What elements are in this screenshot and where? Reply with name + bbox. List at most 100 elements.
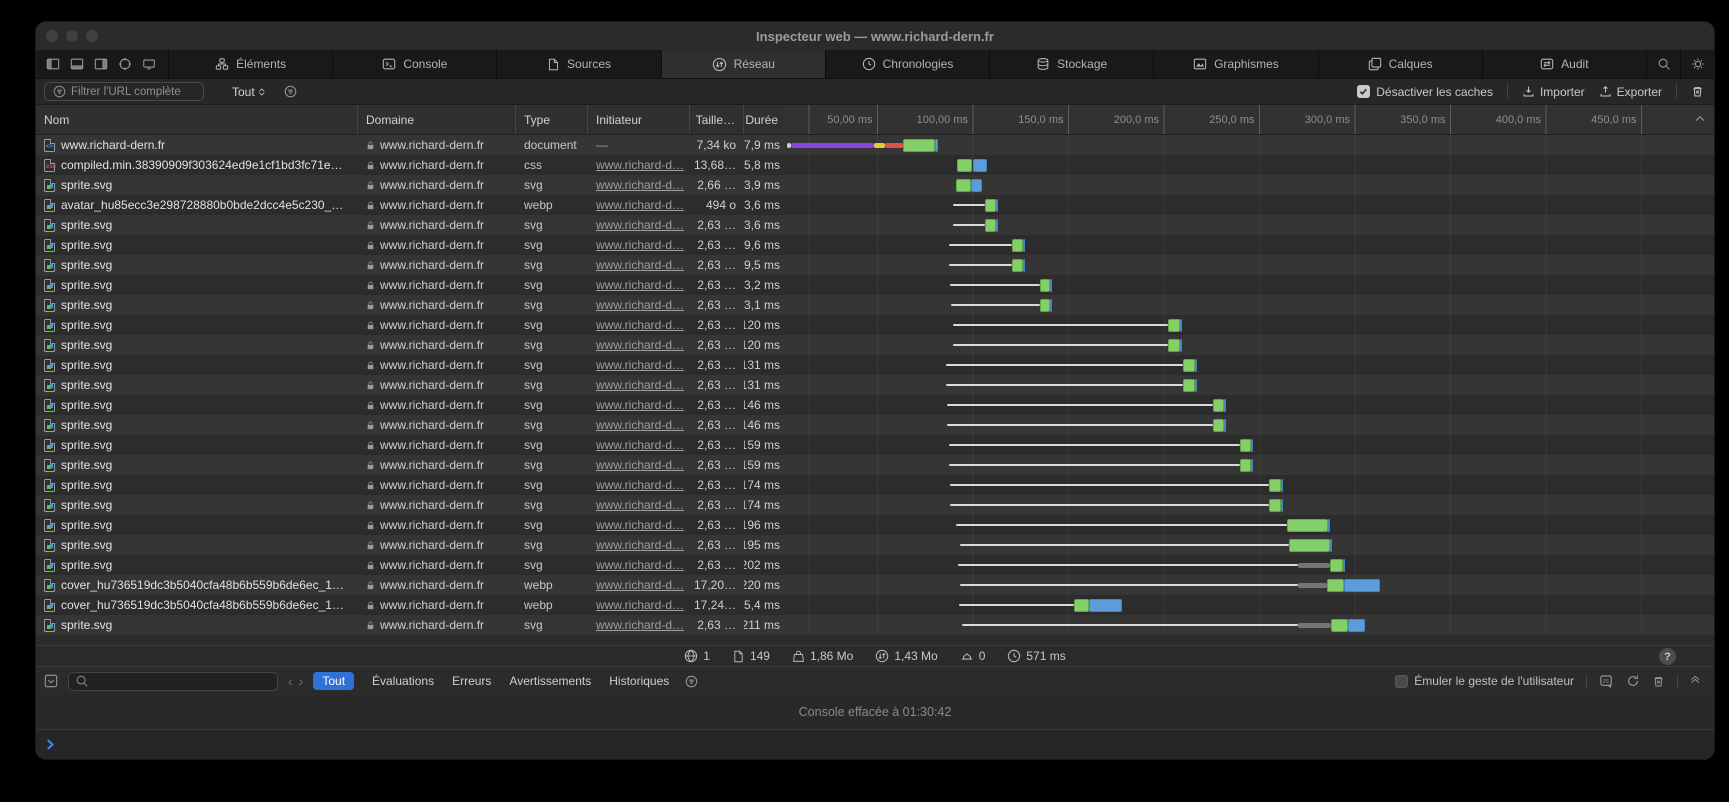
table-row[interactable]: sprite.svg www.richard-dern.fr svg www.rich… xyxy=(36,255,1714,275)
table-row[interactable]: sprite.svg www.richard-dern.fr svg www.rich… xyxy=(36,375,1714,395)
console-scope-avertissements[interactable]: Avertissements xyxy=(509,674,592,688)
table-row[interactable]: sprite.svg www.richard-dern.fr svg www.rich… xyxy=(36,435,1714,455)
table-row[interactable]: sprite.svg www.richard-dern.fr svg www.rich… xyxy=(36,235,1714,255)
table-row[interactable]: sprite.svg www.richard-dern.fr svg www.rich… xyxy=(36,395,1714,415)
table-row[interactable]: sprite.svg www.richard-dern.fr svg www.rich… xyxy=(36,355,1714,375)
emulate-user-gesture-checkbox[interactable]: Émuler le geste de l'utilisateur xyxy=(1395,674,1574,688)
request-initiator[interactable]: www.richard-d… xyxy=(596,538,685,552)
search-icon[interactable] xyxy=(1646,50,1680,78)
zoom-window-button[interactable] xyxy=(86,30,98,42)
dock-left-icon[interactable] xyxy=(46,57,60,71)
table-row[interactable]: sprite.svg www.richard-dern.fr svg www.rich… xyxy=(36,175,1714,195)
request-initiator[interactable]: www.richard-d… xyxy=(596,258,685,272)
table-row[interactable]: sprite.svg www.richard-dern.fr svg www.rich… xyxy=(36,555,1714,575)
request-initiator[interactable]: www.richard-d… xyxy=(596,178,685,192)
tab-console[interactable]: Console xyxy=(332,50,496,78)
tab-elements[interactable]: Éléments xyxy=(168,50,332,78)
next-result-icon[interactable]: › xyxy=(298,673,304,689)
table-row[interactable]: sprite.svg www.richard-dern.fr svg www.rich… xyxy=(36,615,1714,635)
import-button[interactable]: Importer xyxy=(1522,85,1585,99)
request-initiator[interactable]: www.richard-d… xyxy=(596,618,685,632)
chevron-up-icon[interactable] xyxy=(1694,113,1706,125)
console-scope-tout[interactable]: Tout xyxy=(313,672,355,690)
tab-audit[interactable]: Audit xyxy=(1481,50,1646,78)
request-initiator[interactable]: www.richard-d… xyxy=(596,558,685,572)
column-header-initiator[interactable]: Initiateur xyxy=(588,105,690,134)
expand-console-icon[interactable] xyxy=(1690,675,1702,687)
request-initiator[interactable]: www.richard-d… xyxy=(596,358,685,372)
previous-result-icon[interactable]: ‹ xyxy=(288,673,293,689)
clear-console-trash-icon[interactable] xyxy=(1652,675,1665,688)
dock-right-icon[interactable] xyxy=(94,57,108,71)
tab-sources[interactable]: Sources xyxy=(496,50,660,78)
tab-stockage[interactable]: Stockage xyxy=(989,50,1153,78)
request-initiator[interactable]: www.richard-d… xyxy=(596,338,685,352)
help-button[interactable]: ? xyxy=(1659,648,1676,665)
table-row[interactable]: css compiled.min.38390909f303624ed9e1cf1b… xyxy=(36,155,1714,175)
table-row[interactable]: avatar_hu85ecc3e298728880b0bde2dcc4e5c23… xyxy=(36,195,1714,215)
table-row[interactable]: sprite.svg www.richard-dern.fr svg www.rich… xyxy=(36,335,1714,355)
table-row[interactable]: sprite.svg www.richard-dern.fr svg www.rich… xyxy=(36,315,1714,335)
column-header-domain[interactable]: Domaine xyxy=(358,105,516,134)
request-initiator[interactable]: www.richard-d… xyxy=(596,518,685,532)
table-row[interactable]: sprite.svg www.richard-dern.fr svg www.rich… xyxy=(36,455,1714,475)
refresh-icon[interactable] xyxy=(1626,674,1640,688)
console-prompt[interactable] xyxy=(36,730,1714,759)
request-initiator[interactable]: www.richard-d… xyxy=(596,398,685,412)
request-initiator[interactable]: www.richard-d… xyxy=(596,458,685,472)
table-row[interactable]: sprite.svg www.richard-dern.fr svg www.rich… xyxy=(36,515,1714,535)
inspect-element-icon[interactable] xyxy=(118,57,132,71)
table-row[interactable]: sprite.svg www.richard-dern.fr svg www.rich… xyxy=(36,495,1714,515)
column-header-type[interactable]: Type xyxy=(516,105,588,134)
table-row[interactable]: sprite.svg www.richard-dern.fr svg www.rich… xyxy=(36,295,1714,315)
column-header-size[interactable]: Taille… xyxy=(690,105,744,134)
clear-network-trash-icon[interactable] xyxy=(1691,85,1704,98)
table-row[interactable]: sprite.svg www.richard-dern.fr svg www.rich… xyxy=(36,535,1714,555)
table-row[interactable]: <> www.richard-dern.fr www.richard-dern.fr… xyxy=(36,135,1714,155)
console-scope-historiques[interactable]: Historiques xyxy=(609,674,670,688)
tab-calques[interactable]: Calques xyxy=(1317,50,1482,78)
export-button[interactable]: Exporter xyxy=(1599,85,1662,99)
column-header-duration[interactable]: Durée xyxy=(745,112,778,127)
filter-options-icon[interactable] xyxy=(284,85,297,98)
request-initiator[interactable]: www.richard-d… xyxy=(596,158,685,172)
disable-caches-checkbox[interactable]: Désactiver les caches xyxy=(1357,85,1493,99)
table-row[interactable]: sprite.svg www.richard-dern.fr svg www.rich… xyxy=(36,275,1714,295)
table-row[interactable]: sprite.svg www.richard-dern.fr svg www.rich… xyxy=(36,475,1714,495)
close-window-button[interactable] xyxy=(46,30,58,42)
request-initiator[interactable]: www.richard-d… xyxy=(596,578,685,592)
request-initiator[interactable]: www.richard-d… xyxy=(596,438,685,452)
console-scope-evaluations[interactable]: Évaluations xyxy=(372,674,435,688)
request-initiator[interactable]: www.richard-d… xyxy=(596,598,685,612)
request-initiator[interactable]: www.richard-d… xyxy=(596,278,685,292)
javascript-context-icon[interactable]: JS xyxy=(1599,674,1614,689)
table-row[interactable]: sprite.svg www.richard-dern.fr svg www.rich… xyxy=(36,415,1714,435)
tab-reseau[interactable]: Réseau xyxy=(660,50,825,78)
console-scope-erreurs[interactable]: Erreurs xyxy=(452,674,492,688)
collapse-console-icon[interactable] xyxy=(44,674,58,688)
request-initiator[interactable]: www.richard-d… xyxy=(596,318,685,332)
request-initiator[interactable]: www.richard-d… xyxy=(596,238,685,252)
tab-chronologies[interactable]: Chronologies xyxy=(824,50,989,78)
request-initiator[interactable]: www.richard-d… xyxy=(596,378,685,392)
table-row[interactable]: sprite.svg www.richard-dern.fr svg www.rich… xyxy=(36,215,1714,235)
table-row[interactable]: cover_hu736519dc3b5040cfa48b6b559b6de6ec… xyxy=(36,595,1714,615)
gear-icon[interactable] xyxy=(1680,50,1714,78)
type-filter-dropdown[interactable]: Tout xyxy=(232,85,268,99)
request-initiator[interactable]: www.richard-d… xyxy=(596,218,685,232)
device-icon[interactable] xyxy=(142,57,156,71)
request-initiator[interactable]: www.richard-d… xyxy=(596,418,685,432)
summary-value: 1,43 Mo xyxy=(894,649,938,663)
table-row[interactable]: cover_hu736519dc3b5040cfa48b6b559b6de6ec… xyxy=(36,575,1714,595)
minimize-window-button[interactable] xyxy=(66,30,78,42)
request-initiator[interactable]: www.richard-d… xyxy=(596,498,685,512)
console-search-input[interactable] xyxy=(68,671,278,691)
tab-graphismes[interactable]: Graphismes xyxy=(1153,50,1317,78)
request-initiator[interactable]: www.richard-d… xyxy=(596,478,685,492)
url-filter-input[interactable]: Filtrer l'URL complète xyxy=(44,82,204,101)
column-header-name[interactable]: Nom xyxy=(36,105,358,134)
request-initiator[interactable]: www.richard-d… xyxy=(596,198,685,212)
dock-bottom-icon[interactable] xyxy=(70,57,84,71)
console-filter-icon[interactable] xyxy=(685,675,698,688)
request-initiator[interactable]: www.richard-d… xyxy=(596,298,685,312)
